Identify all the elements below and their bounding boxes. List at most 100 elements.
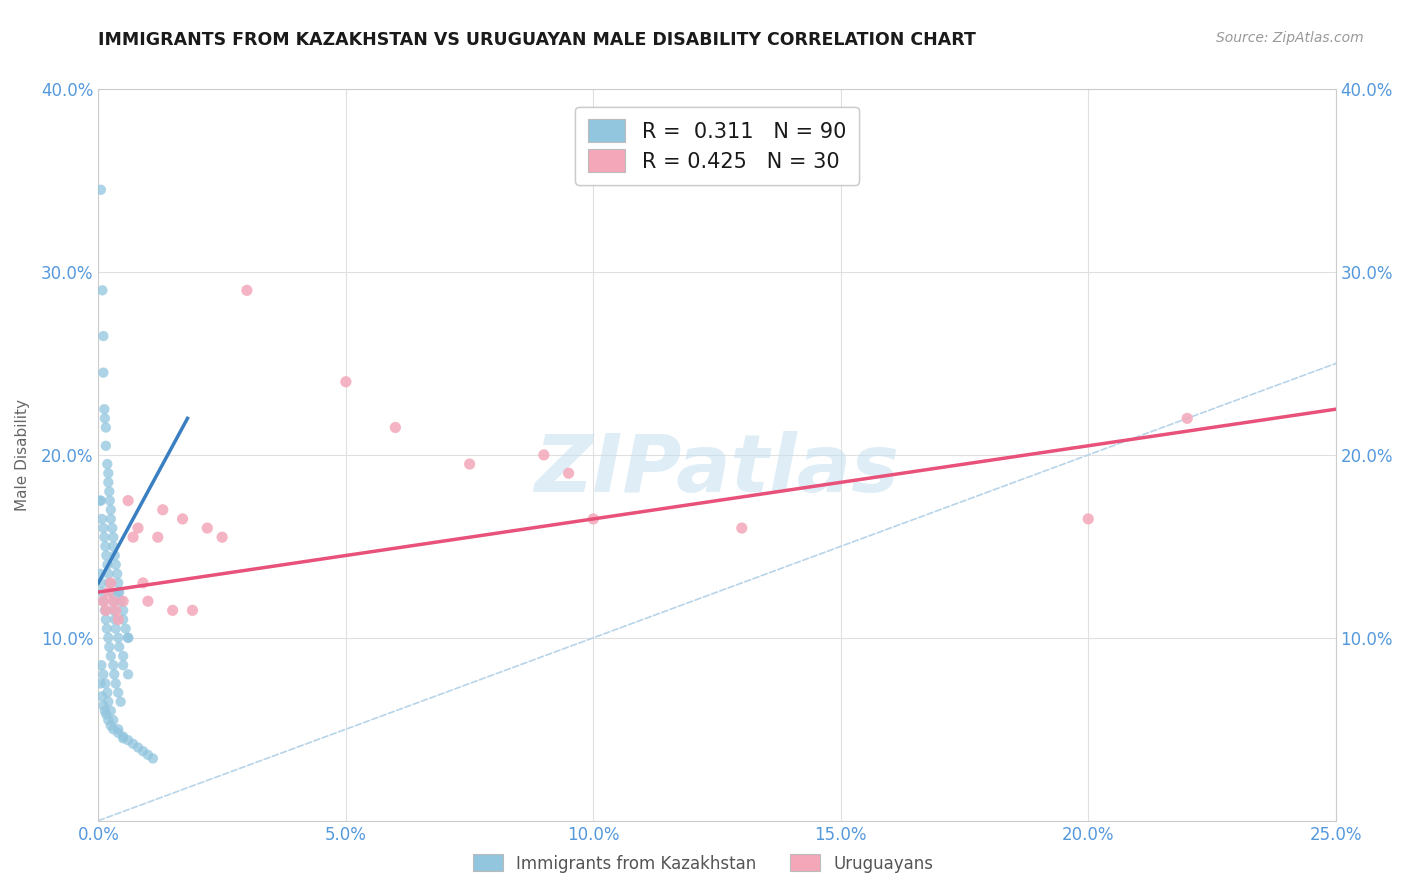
- Point: [103, 713, 125, 727]
- Point: [97, 631, 120, 645]
- Point: [96, 549, 118, 563]
- Point: [100, 585, 122, 599]
- Point: [172, 512, 194, 526]
- Point: [89, 566, 111, 581]
- Point: [236, 284, 259, 298]
- Point: [112, 730, 135, 744]
- Point: [136, 594, 159, 608]
- Point: [94, 411, 117, 425]
- Point: [112, 731, 135, 746]
- Point: [195, 521, 218, 535]
- Point: [97, 566, 120, 581]
- Point: [93, 594, 115, 608]
- Point: [533, 448, 555, 462]
- Point: [103, 667, 125, 681]
- Point: [96, 707, 118, 722]
- Point: [100, 576, 122, 591]
- Point: [112, 594, 135, 608]
- Point: [94, 613, 117, 627]
- Point: [112, 658, 135, 673]
- Point: [91, 585, 114, 599]
- Point: [90, 183, 112, 197]
- Point: [112, 603, 135, 617]
- Point: [731, 521, 754, 535]
- Point: [97, 475, 120, 490]
- Point: [162, 603, 184, 617]
- Point: [97, 466, 120, 480]
- Point: [94, 603, 117, 617]
- Point: [108, 585, 131, 599]
- Point: [94, 676, 117, 690]
- Text: IMMIGRANTS FROM KAZAKHSTAN VS URUGUAYAN MALE DISABILITY CORRELATION CHART: IMMIGRANTS FROM KAZAKHSTAN VS URUGUAYAN …: [98, 31, 976, 49]
- Point: [90, 512, 112, 526]
- Point: [90, 658, 112, 673]
- Point: [100, 704, 122, 718]
- Point: [97, 585, 120, 599]
- Point: [122, 737, 145, 751]
- Point: [93, 667, 115, 681]
- Point: [211, 530, 233, 544]
- Point: [93, 366, 115, 380]
- Point: [110, 594, 132, 608]
- Point: [90, 576, 112, 591]
- Point: [89, 676, 111, 690]
- Point: [107, 585, 129, 599]
- Point: [104, 622, 127, 636]
- Point: [104, 549, 127, 563]
- Point: [98, 576, 121, 591]
- Point: [93, 402, 115, 417]
- Point: [107, 576, 129, 591]
- Point: [458, 457, 481, 471]
- Point: [91, 284, 114, 298]
- Point: [335, 375, 357, 389]
- Point: [117, 733, 139, 747]
- Point: [181, 603, 204, 617]
- Point: [112, 613, 135, 627]
- Point: [117, 631, 139, 645]
- Text: ZIPatlas: ZIPatlas: [534, 431, 900, 508]
- Point: [142, 751, 165, 765]
- Point: [103, 723, 125, 737]
- Point: [97, 695, 120, 709]
- Point: [94, 539, 117, 553]
- Point: [117, 631, 139, 645]
- Point: [103, 603, 125, 617]
- Point: [122, 530, 145, 544]
- Point: [107, 726, 129, 740]
- Point: [96, 622, 118, 636]
- Point: [100, 718, 122, 732]
- Point: [94, 704, 117, 718]
- Point: [1175, 411, 1198, 425]
- Point: [127, 521, 149, 535]
- Point: [107, 723, 129, 737]
- Point: [103, 594, 125, 608]
- Point: [132, 576, 155, 591]
- Point: [114, 622, 136, 636]
- Point: [90, 493, 112, 508]
- Point: [103, 539, 125, 553]
- Point: [100, 649, 122, 664]
- Point: [97, 713, 120, 727]
- Point: [103, 594, 125, 608]
- Point: [104, 613, 127, 627]
- Point: [107, 685, 129, 699]
- Point: [89, 493, 111, 508]
- Point: [93, 698, 115, 713]
- Point: [93, 329, 115, 343]
- Point: [100, 512, 122, 526]
- Point: [96, 457, 118, 471]
- Point: [108, 640, 131, 654]
- Point: [557, 466, 579, 480]
- Point: [1077, 512, 1099, 526]
- Point: [582, 512, 605, 526]
- Point: [152, 502, 174, 516]
- Text: Source: ZipAtlas.com: Source: ZipAtlas.com: [1216, 31, 1364, 45]
- Point: [105, 566, 128, 581]
- Point: [104, 558, 127, 572]
- Point: [94, 439, 117, 453]
- Y-axis label: Male Disability: Male Disability: [15, 399, 30, 511]
- Point: [104, 676, 127, 690]
- Point: [98, 640, 121, 654]
- Point: [94, 420, 117, 434]
- Point: [107, 613, 129, 627]
